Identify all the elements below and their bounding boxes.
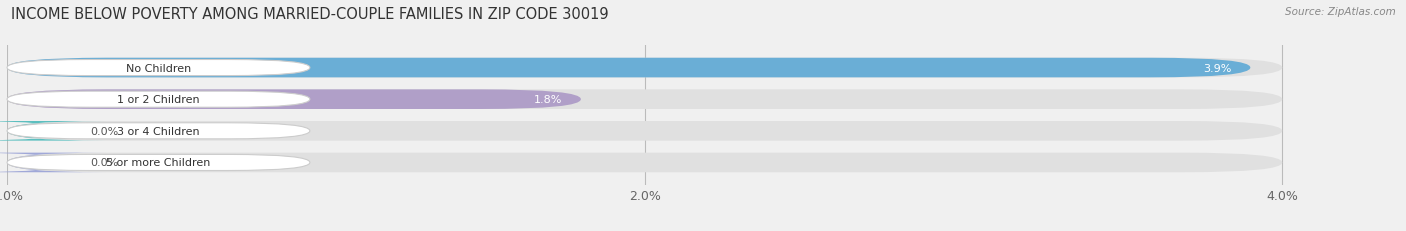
FancyBboxPatch shape bbox=[0, 122, 105, 141]
Text: 0.0%: 0.0% bbox=[90, 126, 118, 136]
Text: Source: ZipAtlas.com: Source: ZipAtlas.com bbox=[1285, 7, 1396, 17]
FancyBboxPatch shape bbox=[0, 153, 105, 173]
FancyBboxPatch shape bbox=[7, 90, 1282, 109]
Text: No Children: No Children bbox=[125, 63, 191, 73]
FancyBboxPatch shape bbox=[7, 122, 1282, 141]
FancyBboxPatch shape bbox=[7, 90, 581, 109]
Text: 1 or 2 Children: 1 or 2 Children bbox=[117, 95, 200, 105]
Text: 3 or 4 Children: 3 or 4 Children bbox=[117, 126, 200, 136]
Text: 5 or more Children: 5 or more Children bbox=[107, 158, 211, 168]
Text: 0.0%: 0.0% bbox=[90, 158, 118, 168]
FancyBboxPatch shape bbox=[7, 155, 309, 171]
FancyBboxPatch shape bbox=[7, 92, 309, 108]
Text: INCOME BELOW POVERTY AMONG MARRIED-COUPLE FAMILIES IN ZIP CODE 30019: INCOME BELOW POVERTY AMONG MARRIED-COUPL… bbox=[11, 7, 609, 22]
FancyBboxPatch shape bbox=[7, 58, 1250, 78]
Text: 1.8%: 1.8% bbox=[533, 95, 562, 105]
FancyBboxPatch shape bbox=[7, 60, 309, 76]
FancyBboxPatch shape bbox=[7, 58, 1282, 78]
FancyBboxPatch shape bbox=[7, 123, 309, 139]
Text: 3.9%: 3.9% bbox=[1204, 63, 1232, 73]
FancyBboxPatch shape bbox=[7, 153, 1282, 173]
